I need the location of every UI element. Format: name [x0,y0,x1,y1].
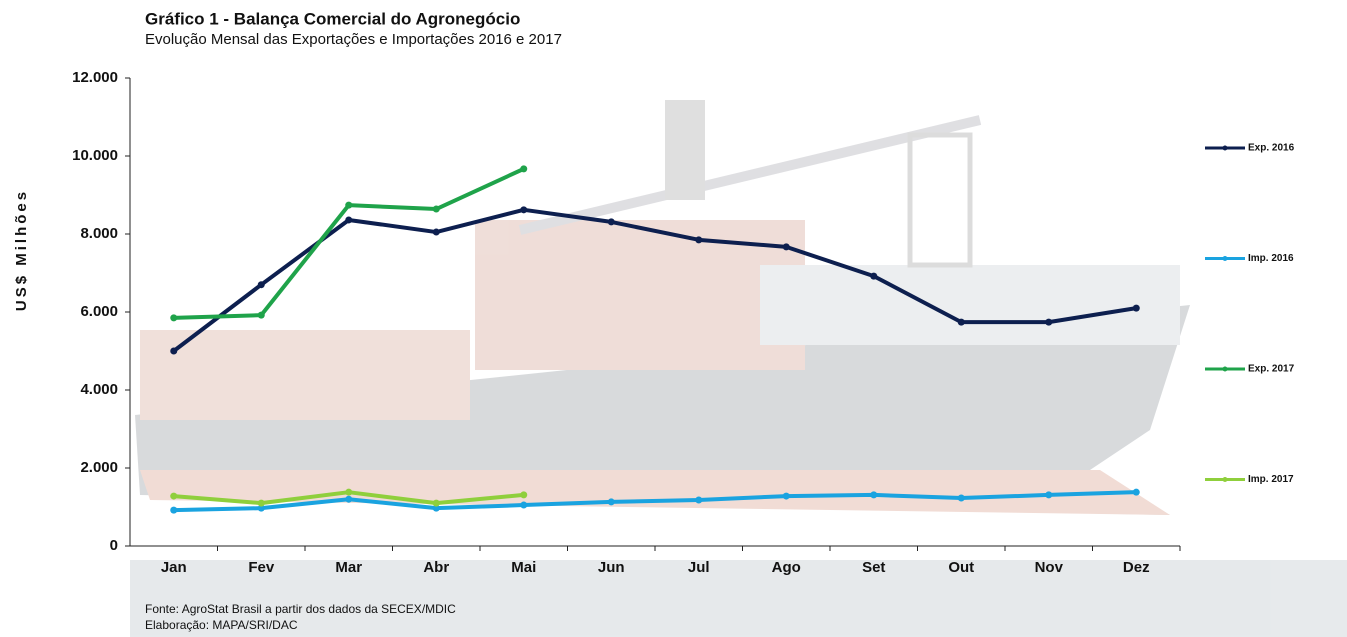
chart: Gráfico 1 - Balança Comercial do Agroneg… [0,0,1347,637]
legend-label: Imp. 2017 [1248,474,1294,485]
point-marker [433,206,440,213]
x-tick-label: Nov [1035,559,1064,576]
point-marker [345,216,352,223]
series-line [174,169,524,318]
y-tick-label: 8.000 [80,225,118,242]
y-tick-label: 4.000 [80,381,118,398]
point-marker [1045,491,1052,498]
point-marker [345,202,352,209]
x-tick-label: Mar [335,559,362,576]
point-marker [170,493,177,500]
point-marker [433,500,440,507]
x-tick-label: Jan [161,559,187,576]
y-tick-label: 12.000 [72,69,118,86]
point-marker [345,496,352,503]
point-marker [870,491,877,498]
legend-marker [1223,146,1228,151]
point-marker [783,243,790,250]
background-photo [130,100,1347,637]
credit-note: Elaboração: MAPA/SRI/DAC [145,618,298,632]
point-marker [783,493,790,500]
x-tick-label: Fev [248,559,275,576]
point-marker [520,502,527,509]
point-marker [258,500,265,507]
point-marker [958,319,965,326]
legend-label: Exp. 2017 [1248,364,1295,375]
legend-marker [1223,367,1228,372]
source-note: Fonte: AgroStat Brasil a partir dos dado… [145,602,456,616]
y-tick-label: 0 [110,537,118,554]
y-tick-label: 10.000 [72,147,118,164]
y-tick-label: 6.000 [80,303,118,320]
point-marker [258,312,265,319]
legend-marker [1223,477,1228,482]
point-marker [958,495,965,502]
legend-label: Exp. 2016 [1248,143,1295,154]
x-tick-label: Mai [511,559,536,576]
point-marker [1045,319,1052,326]
point-marker [258,281,265,288]
x-tick-label: Set [862,559,885,576]
x-tick-label: Out [948,559,974,576]
point-marker [608,498,615,505]
point-marker [170,507,177,514]
point-marker [520,491,527,498]
y-tick-label: 2.000 [80,459,118,476]
point-marker [520,165,527,172]
x-tick-label: Jul [688,559,710,576]
point-marker [695,236,702,243]
legend-label: Imp. 2016 [1248,253,1294,264]
point-marker [345,489,352,496]
y-axis-label: US$ Milhões [13,189,30,311]
point-marker [170,314,177,321]
point-marker [1133,305,1140,312]
point-marker [695,496,702,503]
point-marker [1133,489,1140,496]
point-marker [870,273,877,280]
point-marker [433,229,440,236]
chart-title: Gráfico 1 - Balança Comercial do Agroneg… [145,9,520,28]
x-tick-label: Dez [1123,559,1150,576]
point-marker [608,218,615,225]
x-tick-label: Abr [423,559,449,576]
x-tick-label: Ago [772,559,801,576]
x-tick-label: Jun [598,559,625,576]
chart-subtitle: Evolução Mensal das Exportações e Import… [145,31,562,48]
point-marker [170,348,177,355]
point-marker [520,206,527,213]
legend-marker [1223,256,1228,261]
